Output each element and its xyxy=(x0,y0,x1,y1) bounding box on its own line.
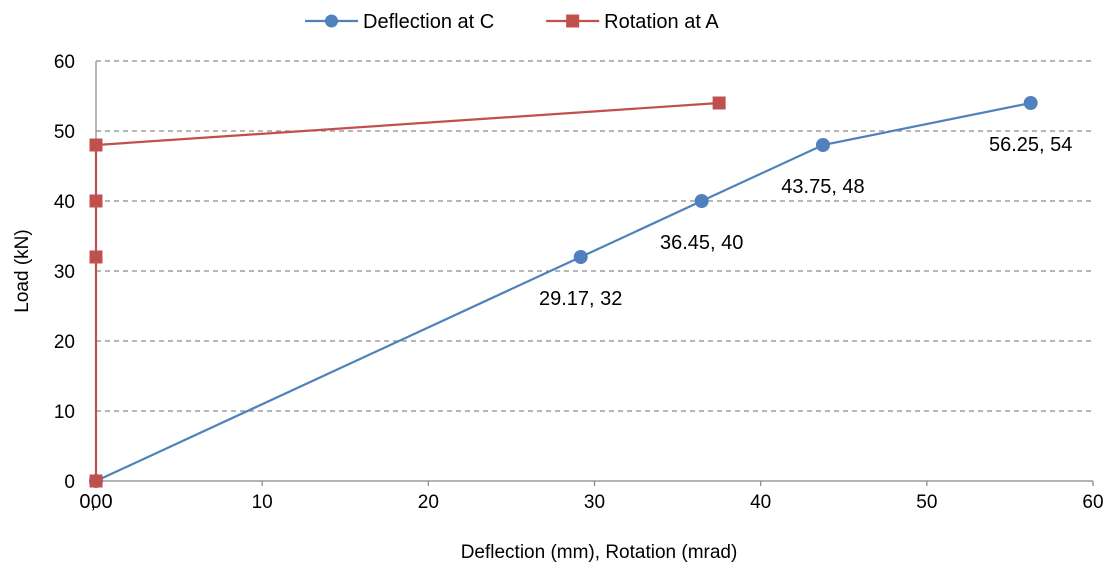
data-label: 43.75, 48 xyxy=(781,176,864,198)
series-layer xyxy=(89,96,1038,488)
data-point xyxy=(712,96,726,110)
y-axis-title: Load (kN) xyxy=(12,229,33,312)
data-label: 36.45, 40 xyxy=(660,232,743,254)
data-label: 56.25, 54 xyxy=(989,134,1072,156)
x-tick-label: 40 xyxy=(750,492,771,513)
legend-label: Deflection at C xyxy=(363,11,494,33)
x-tick-label: 0 xyxy=(91,492,102,513)
x-tick-label: 10 xyxy=(252,492,273,513)
y-tick-label: 60 xyxy=(54,52,75,73)
y-tick-label: 50 xyxy=(54,122,75,143)
x-axis-title: Deflection (mm), Rotation (mrad) xyxy=(461,542,738,563)
data-point xyxy=(89,138,103,152)
grid-layer xyxy=(96,60,1093,412)
axes-layer: 0 10 20 30 40 50 60 0 10 20 30 40 50 60 xyxy=(54,52,1104,513)
data-labels-layer: 0, 0 29.17, 32 36.45, 40 43.75, 48 56.25, 54 xyxy=(79,134,1072,513)
legend-marker xyxy=(566,14,580,28)
legend-marker xyxy=(325,14,338,28)
legend: Deflection at C Rotation at A xyxy=(305,11,719,33)
y-tick-label: 20 xyxy=(54,332,75,353)
x-tick-label: 30 xyxy=(584,492,605,513)
data-point xyxy=(89,194,103,208)
legend-label: Rotation at A xyxy=(604,11,719,33)
data-point xyxy=(1023,96,1038,110)
y-tick-label: 40 xyxy=(54,192,75,213)
data-point xyxy=(815,138,830,152)
legend-item-1: Deflection at C xyxy=(305,11,494,33)
x-tick-label: 60 xyxy=(1082,492,1103,513)
legend-item-2: Rotation at A xyxy=(546,11,719,33)
x-tick-label: 20 xyxy=(418,492,439,513)
y-tick-label: 10 xyxy=(54,402,75,423)
series-line-2 xyxy=(94,101,720,481)
data-point xyxy=(694,194,709,208)
y-tick-label: 0 xyxy=(64,472,75,493)
data-point xyxy=(573,250,588,264)
x-tick-label: 50 xyxy=(916,492,937,513)
data-label: 0, 0 xyxy=(79,491,112,513)
data-label: 29.17, 32 xyxy=(539,288,622,310)
y-tick-label: 30 xyxy=(54,262,75,283)
data-point xyxy=(89,250,103,264)
data-point xyxy=(89,474,103,488)
